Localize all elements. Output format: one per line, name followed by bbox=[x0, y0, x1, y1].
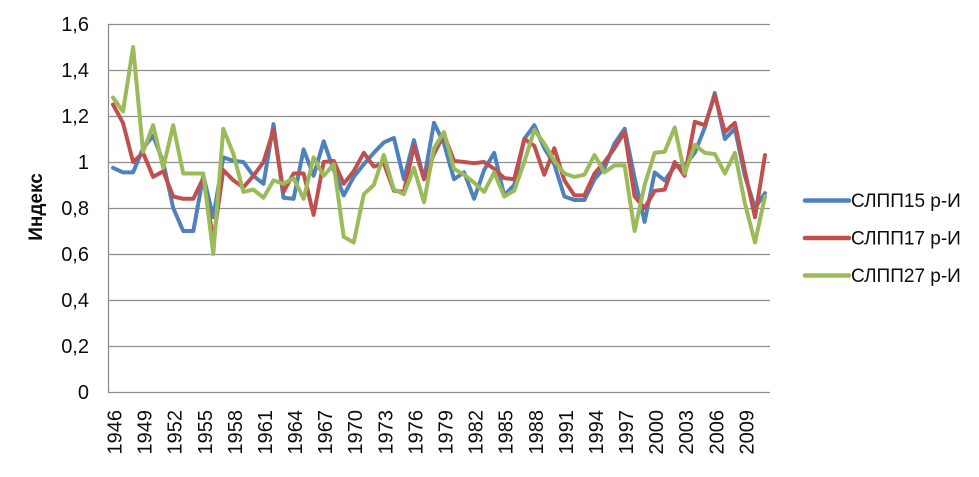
svg-text:1973: 1973 bbox=[375, 410, 397, 455]
svg-text:1955: 1955 bbox=[195, 410, 217, 455]
svg-text:1967: 1967 bbox=[315, 410, 337, 455]
svg-text:0,2: 0,2 bbox=[61, 336, 89, 358]
svg-text:1946: 1946 bbox=[105, 410, 127, 455]
svg-text:1985: 1985 bbox=[496, 410, 518, 455]
svg-text:1976: 1976 bbox=[405, 410, 427, 455]
svg-text:0,6: 0,6 bbox=[61, 244, 89, 266]
svg-text:СЛПП15 р-И: СЛПП15 р-И bbox=[851, 191, 961, 212]
svg-text:1988: 1988 bbox=[526, 410, 548, 455]
svg-text:1979: 1979 bbox=[436, 410, 458, 455]
svg-text:1994: 1994 bbox=[586, 410, 608, 455]
svg-text:1997: 1997 bbox=[616, 410, 638, 455]
svg-text:1949: 1949 bbox=[135, 410, 157, 455]
svg-text:2003: 2003 bbox=[676, 410, 698, 455]
svg-text:1952: 1952 bbox=[165, 410, 187, 455]
svg-text:1,4: 1,4 bbox=[61, 60, 89, 82]
svg-text:2006: 2006 bbox=[706, 410, 728, 455]
svg-text:1964: 1964 bbox=[285, 410, 307, 455]
svg-text:1991: 1991 bbox=[556, 410, 578, 455]
svg-text:0,8: 0,8 bbox=[61, 198, 89, 220]
svg-text:0,4: 0,4 bbox=[61, 290, 89, 312]
svg-text:1,6: 1,6 bbox=[61, 14, 89, 36]
svg-text:1970: 1970 bbox=[345, 410, 367, 455]
svg-text:1: 1 bbox=[78, 152, 89, 174]
svg-text:1961: 1961 bbox=[255, 410, 277, 455]
svg-text:2000: 2000 bbox=[646, 410, 668, 455]
svg-text:0: 0 bbox=[78, 382, 89, 404]
svg-text:СЛПП17 р-И: СЛПП17 р-И bbox=[851, 229, 961, 250]
svg-text:1958: 1958 bbox=[225, 410, 247, 455]
svg-text:2009: 2009 bbox=[736, 410, 758, 455]
svg-text:1,2: 1,2 bbox=[61, 106, 89, 128]
svg-text:СЛПП27 р-И: СЛПП27 р-И bbox=[851, 266, 961, 287]
svg-text:Индекс: Индекс bbox=[26, 173, 47, 241]
svg-text:1982: 1982 bbox=[466, 410, 488, 455]
